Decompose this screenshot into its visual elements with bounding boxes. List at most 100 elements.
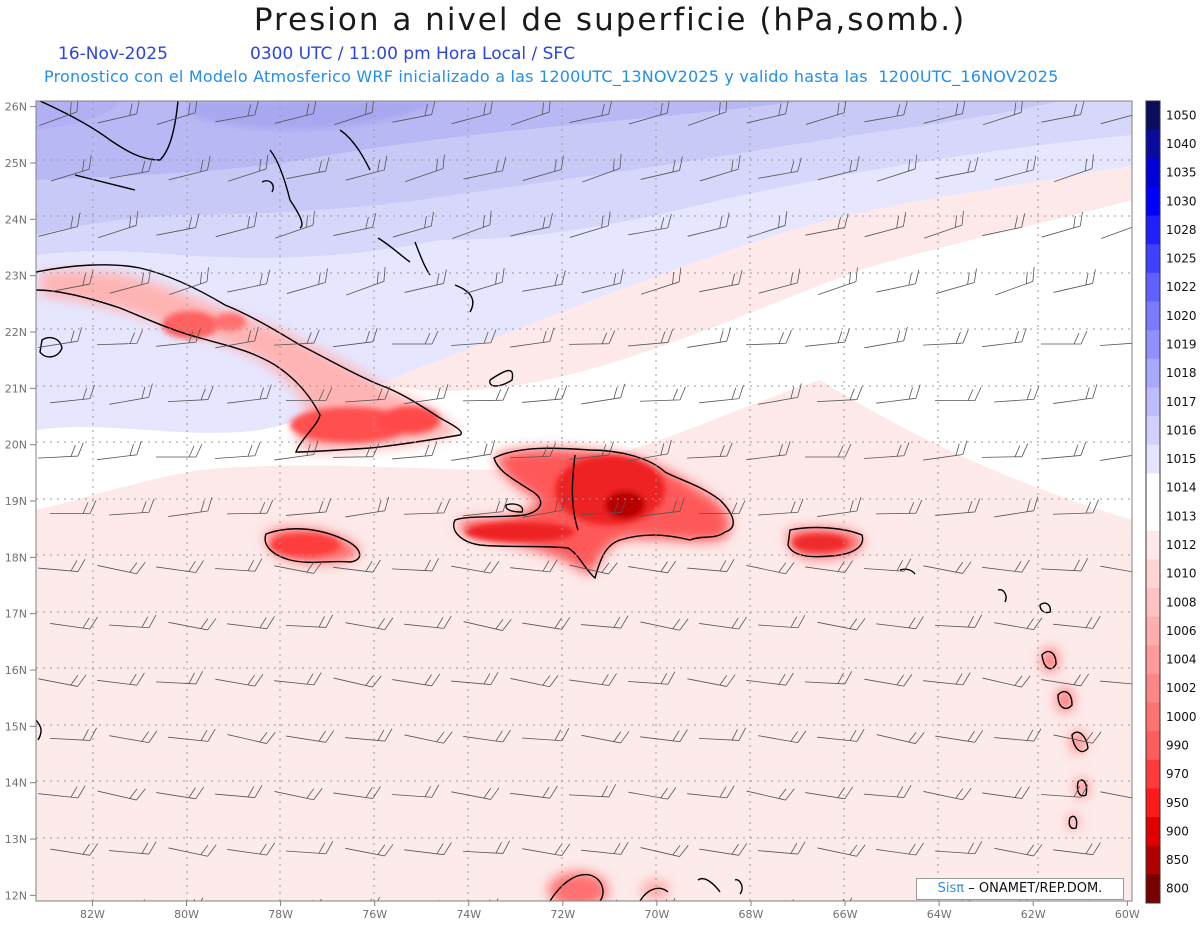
wind-barb xyxy=(274,329,320,346)
colorbar-swatch xyxy=(1146,129,1160,159)
colorbar-label: 1040 xyxy=(1166,137,1197,151)
wind-barb xyxy=(569,673,617,686)
wind-barb xyxy=(156,671,204,685)
wind-barb xyxy=(818,267,858,296)
wind-barb xyxy=(817,156,860,181)
wind-barb xyxy=(109,157,153,179)
wind-barb xyxy=(522,496,566,518)
wind-barb xyxy=(864,101,908,123)
wind-barb xyxy=(345,385,391,403)
wind-barb xyxy=(215,558,263,572)
wind-barb xyxy=(994,728,1042,742)
colorbar-label: 1004 xyxy=(1166,653,1197,667)
wind-barb xyxy=(923,101,966,124)
wind-barb xyxy=(333,786,381,799)
latitude-labels: 26N 25N 24N 23N 22N 21N 20N 19N 18N 17N 16N 15N 14N 1… xyxy=(5,101,36,902)
wind-barb xyxy=(628,787,677,800)
colorbar-label: 1030 xyxy=(1166,194,1197,208)
pressure-map: 26N 25N 24N 23N 22N 21N 20N 19N 18N 17N 16N 15N 14N 1… xyxy=(5,100,1197,921)
wind-barb xyxy=(522,617,571,630)
wind-barb xyxy=(97,788,146,801)
wind-barb xyxy=(286,614,334,628)
lat-label: 20N xyxy=(5,439,27,452)
wind-barb xyxy=(935,157,979,180)
wind-barb xyxy=(923,329,969,346)
wind-barb xyxy=(923,561,972,574)
wind-barb xyxy=(746,672,794,686)
colorbar-swatch xyxy=(1146,673,1160,703)
wind-barb xyxy=(568,330,616,345)
wind-barb xyxy=(522,155,564,181)
wind-barb xyxy=(97,211,139,239)
colorbar-label: 1008 xyxy=(1166,595,1197,609)
wind-barb xyxy=(405,154,445,183)
wind-barb xyxy=(699,384,744,404)
wind-barb xyxy=(805,213,849,236)
wind-barb xyxy=(333,675,382,688)
wind-barb xyxy=(227,154,269,182)
wind-barb xyxy=(805,560,853,573)
wind-barb xyxy=(1041,558,1089,572)
wind-barb xyxy=(924,210,964,239)
wind-barb xyxy=(286,268,328,294)
wind-barb xyxy=(451,329,497,346)
wind-barb xyxy=(687,558,735,572)
wind-barb xyxy=(640,618,689,631)
wind-barb xyxy=(96,330,143,346)
wind-barb xyxy=(215,101,259,123)
wind-barb xyxy=(463,840,511,854)
lon-label: 72W xyxy=(550,908,575,921)
wind-barb xyxy=(286,730,335,743)
wind-barb xyxy=(688,101,728,126)
wind-barb xyxy=(333,328,378,348)
lat-label: 19N xyxy=(5,495,27,508)
colorbar-swatch xyxy=(1146,616,1160,646)
wind-barb xyxy=(50,154,92,182)
wind-barb xyxy=(582,154,622,183)
colorbar-swatch xyxy=(1146,587,1160,618)
lat-label: 18N xyxy=(5,551,27,564)
wind-barb xyxy=(805,443,852,458)
wind-barb xyxy=(156,786,205,800)
wind-barb xyxy=(274,101,317,124)
wind-barb xyxy=(687,785,735,799)
colorbar-label: 1028 xyxy=(1166,223,1197,237)
colorbar-swatch xyxy=(1146,731,1160,761)
wind-barb xyxy=(345,155,388,181)
wind-barb xyxy=(994,844,1043,857)
lat-label: 14N xyxy=(5,777,27,790)
wind-barb xyxy=(156,101,198,125)
wind-barb xyxy=(876,269,920,293)
wind-barb xyxy=(569,211,611,238)
wind-barb xyxy=(274,561,323,574)
lon-label: 68W xyxy=(739,908,764,921)
pressure-colorbar: 1050 1040 1035 1030 1028 1025 1022 1020 1019 1018… xyxy=(1145,100,1197,904)
wind-barb xyxy=(935,730,984,743)
wind-barb xyxy=(699,270,743,293)
wind-barb xyxy=(522,385,568,403)
wind-barb xyxy=(935,841,983,855)
wind-barb xyxy=(345,496,390,518)
wind-barb xyxy=(758,841,806,855)
colorbar-label: 1050 xyxy=(1166,108,1197,122)
lat-label: 16N xyxy=(5,664,27,677)
wind-barb xyxy=(864,784,912,798)
wind-barb xyxy=(38,442,84,459)
wind-barb xyxy=(274,788,323,801)
wind-barb xyxy=(38,558,86,572)
wind-barb xyxy=(1053,269,1096,293)
wind-barb xyxy=(168,618,217,631)
wind-barb xyxy=(805,328,850,347)
wind-barb xyxy=(817,618,866,631)
colorbar-swatch xyxy=(1146,817,1160,847)
lon-label: 76W xyxy=(362,908,387,921)
wind-barb xyxy=(982,559,1030,573)
lat-label: 12N xyxy=(5,889,27,902)
wind-barb xyxy=(640,267,682,295)
wind-barb xyxy=(758,730,807,744)
wind-barb xyxy=(215,442,261,459)
wind-barb xyxy=(168,728,216,742)
wind-barb xyxy=(510,327,555,348)
wind-barb xyxy=(286,498,332,516)
wind-barb xyxy=(50,500,97,514)
